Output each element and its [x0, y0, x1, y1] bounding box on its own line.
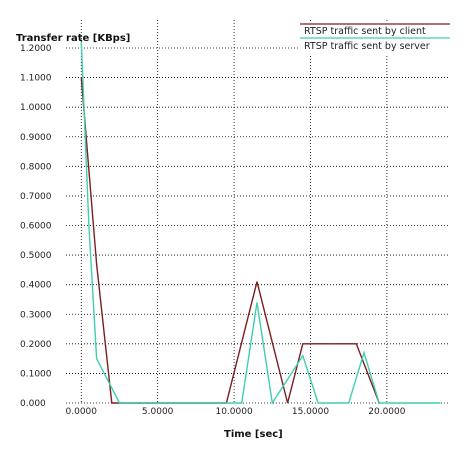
x-tick-label: 15.0000 [292, 407, 329, 417]
y-tick-labels: 0.000 0.1000 0.2000 0.3000 0.4000 0.5000 0.600… [20, 44, 52, 409]
y-tick-label: 0.000 [20, 399, 46, 409]
y-tick-label: 1.0000 [20, 103, 52, 113]
series-lines [80, 42, 441, 405]
y-tick-label: 0.7000 [20, 192, 52, 202]
x-tick-label: 20.0000 [368, 407, 405, 417]
legend-label-server: RTSP traffic sent by server [304, 41, 430, 52]
x-tick-label: 10.0000 [215, 407, 252, 417]
x-axis-label: Time [sec] [224, 429, 283, 440]
y-tick-label: 0.6000 [20, 222, 52, 232]
legend: RTSP traffic sent by client RTSP traffic… [298, 21, 452, 54]
y-tick-label: 0.5000 [20, 251, 52, 261]
x-tick-labels: 0.0000 5.0000 10.0000 15.0000 20.0000 [66, 407, 406, 417]
y-tick-label: 0.3000 [20, 310, 52, 320]
series-line-server [80, 42, 441, 405]
x-tick-label: 0.0000 [66, 407, 98, 417]
y-tick-label: 1.2000 [20, 44, 52, 54]
series-line-client [80, 77, 380, 404]
y-tick-label: 0.9000 [20, 133, 52, 143]
x-tick-label: 5.0000 [142, 407, 174, 417]
y-tick-label: 0.4000 [20, 281, 52, 291]
y-tick-label: 0.8000 [20, 162, 52, 172]
y-axis-label: Transfer rate [KBps] [16, 33, 130, 44]
y-tick-label: 1.1000 [20, 74, 52, 84]
y-tick-label: 0.1000 [20, 369, 52, 379]
legend-label-client: RTSP traffic sent by client [304, 26, 426, 37]
y-tick-label: 0.2000 [20, 340, 52, 350]
